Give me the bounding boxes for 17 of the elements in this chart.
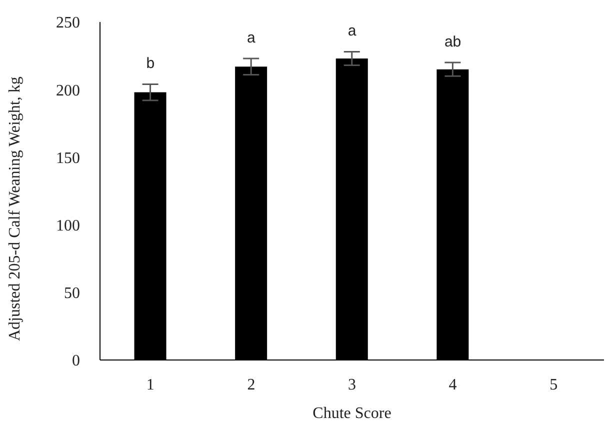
x-tick-label: 4	[448, 376, 457, 394]
y-tick-label: 200	[56, 82, 80, 100]
x-tick-label: 3	[348, 376, 356, 394]
y-tick-label: 250	[56, 14, 80, 32]
y-tick-label: 100	[56, 217, 80, 234]
x-tick-label: 1	[146, 376, 154, 394]
x-tick-label: 2	[247, 376, 256, 394]
annotation: b	[146, 55, 155, 72]
annotation: ab	[444, 34, 462, 51]
x-tick-label: 5	[550, 376, 558, 394]
annotation: a	[247, 30, 256, 47]
x-axis-title: Chute Score	[312, 405, 392, 422]
annotation: a	[348, 22, 357, 40]
y-axis-title: Adjusted 205-d Calf Weaning Weight, kg	[6, 76, 24, 341]
y-tick-label: 0	[72, 352, 80, 370]
y-tick-label: 150	[56, 150, 80, 167]
y-tick-label: 50	[64, 285, 80, 302]
